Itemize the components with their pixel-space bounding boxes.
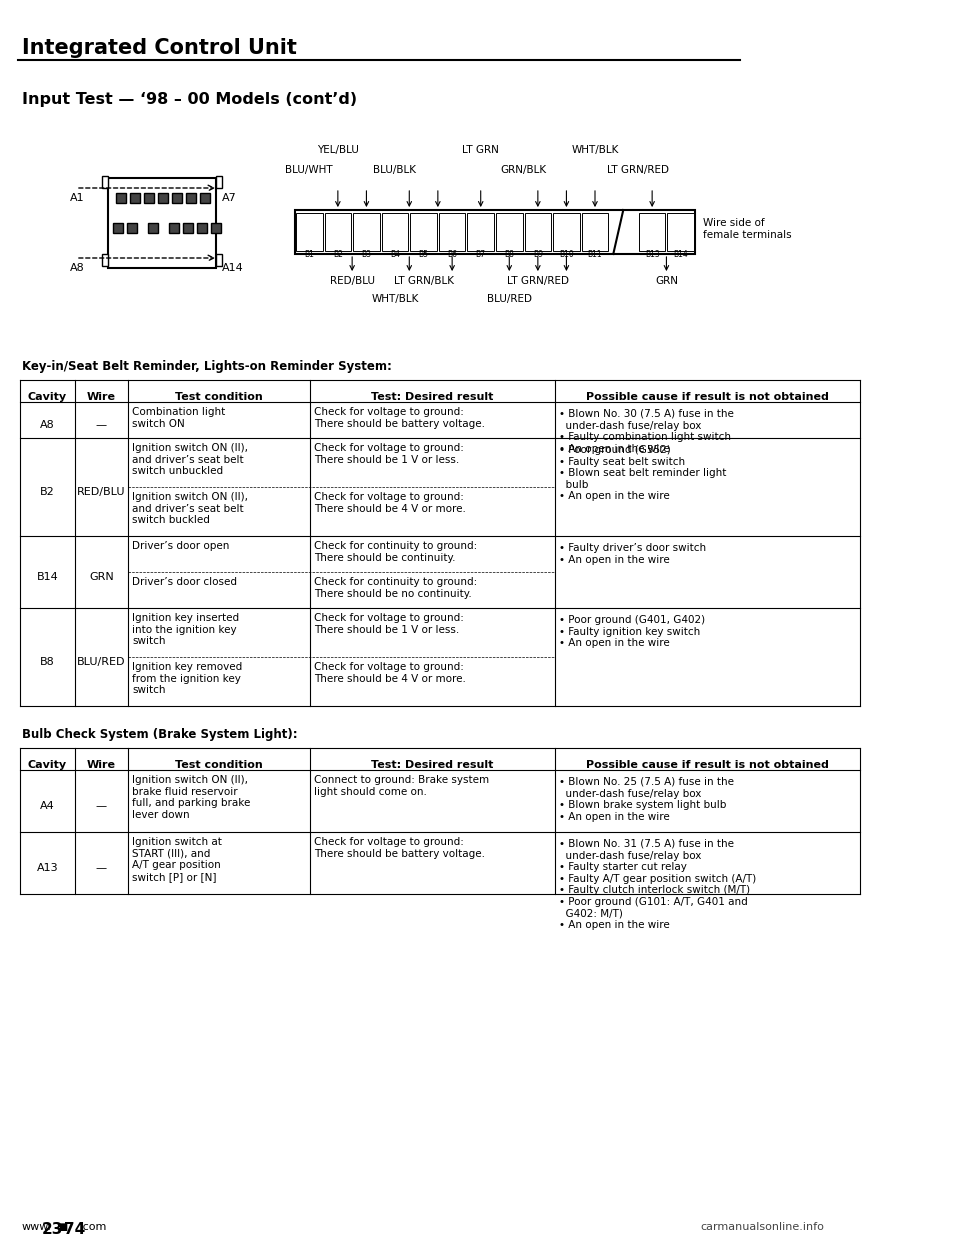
Bar	[524, 212, 551, 251]
Text: B9: B9	[533, 250, 542, 260]
Text: Wire: Wire	[87, 760, 116, 770]
Bar	[496, 212, 522, 251]
Bar	[211, 224, 221, 233]
Text: B8: B8	[504, 250, 515, 260]
Bar	[553, 212, 580, 251]
Text: Check for voltage to ground:
There should be 4 V or more.: Check for voltage to ground: There shoul…	[314, 492, 466, 514]
Text: B8: B8	[40, 657, 55, 667]
Text: Cavity: Cavity	[28, 760, 67, 770]
Text: B14: B14	[673, 250, 688, 260]
Text: Ignition switch at
START (III), and
A/T gear position
switch [P] or [N]: Ignition switch at START (III), and A/T …	[132, 837, 222, 882]
Bar	[582, 212, 609, 251]
Text: Connect to ground: Brake system
light should come on.: Connect to ground: Brake system light sh…	[314, 775, 490, 796]
Text: LT GRN: LT GRN	[463, 145, 499, 155]
Text: B13: B13	[645, 250, 660, 260]
Text: A13: A13	[36, 863, 59, 873]
Text: Check for continuity to ground:
There should be continuity.: Check for continuity to ground: There sh…	[314, 542, 477, 563]
Text: GRN: GRN	[655, 276, 678, 286]
Text: LT GRN/RED: LT GRN/RED	[607, 165, 669, 175]
Text: Check for voltage to ground:
There should be battery voltage.: Check for voltage to ground: There shoul…	[314, 407, 485, 428]
Bar	[638, 212, 665, 251]
Text: BLU/RED: BLU/RED	[487, 294, 532, 304]
Text: Check for voltage to ground:
There should be 1 V or less.: Check for voltage to ground: There shoul…	[314, 443, 464, 465]
Text: A8: A8	[40, 420, 55, 430]
Bar	[296, 212, 323, 251]
Text: Possible cause if result is not obtained: Possible cause if result is not obtained	[586, 392, 828, 402]
Text: B5: B5	[419, 250, 428, 260]
Bar	[439, 212, 466, 251]
Text: Integrated Control Unit: Integrated Control Unit	[22, 39, 297, 58]
Text: B14: B14	[36, 573, 59, 582]
Bar	[353, 212, 380, 251]
Text: Wire: Wire	[87, 392, 116, 402]
Text: Bulb Check System (Brake System Light):: Bulb Check System (Brake System Light):	[22, 728, 298, 741]
Text: B3: B3	[361, 250, 372, 260]
Text: —: —	[96, 863, 108, 873]
Text: B2: B2	[333, 250, 343, 260]
Text: Check for voltage to ground:
There should be 1 V or less.: Check for voltage to ground: There shoul…	[314, 614, 464, 635]
Text: • Poor ground (G552)
• Faulty seat belt switch
• Blown seat belt reminder light
: • Poor ground (G552) • Faulty seat belt …	[559, 445, 727, 502]
Text: A7: A7	[222, 193, 237, 202]
Bar	[216, 255, 222, 266]
Text: Input Test — ‘98 – 00 Models (cont’d): Input Test — ‘98 – 00 Models (cont’d)	[22, 92, 357, 107]
Bar	[197, 224, 207, 233]
Bar	[102, 176, 108, 188]
Text: • Faulty driver’s door switch
• An open in the wire: • Faulty driver’s door switch • An open …	[559, 543, 707, 565]
Text: Test: Desired result: Test: Desired result	[372, 760, 493, 770]
Text: B2: B2	[40, 487, 55, 497]
Text: Possible cause if result is not obtained: Possible cause if result is not obtained	[586, 760, 828, 770]
Text: Ignition switch ON (II),
and driver’s seat belt
switch buckled: Ignition switch ON (II), and driver’s se…	[132, 492, 248, 525]
Text: GRN/BLK: GRN/BLK	[500, 165, 546, 175]
Text: Test: Desired result: Test: Desired result	[372, 392, 493, 402]
Bar	[148, 224, 158, 233]
Bar	[186, 193, 196, 202]
Text: Ignition key removed
from the ignition key
switch: Ignition key removed from the ignition k…	[132, 662, 242, 696]
Text: Key-in/Seat Belt Reminder, Lights-on Reminder System:: Key-in/Seat Belt Reminder, Lights-on Rem…	[22, 360, 392, 373]
Text: Combination light
switch ON: Combination light switch ON	[132, 407, 226, 428]
Text: BLU/WHT: BLU/WHT	[285, 165, 333, 175]
Text: GRN: GRN	[89, 573, 114, 582]
Text: Ignition switch ON (II),
and driver’s seat belt
switch unbuckled: Ignition switch ON (II), and driver’s se…	[132, 443, 248, 476]
Text: Check for continuity to ground:
There should be no continuity.: Check for continuity to ground: There sh…	[314, 578, 477, 599]
Text: B10: B10	[559, 250, 574, 260]
Text: carmanualsonline.info: carmanualsonline.info	[700, 1222, 824, 1232]
Bar	[127, 224, 137, 233]
Bar	[382, 212, 408, 251]
Text: A4: A4	[40, 801, 55, 811]
Text: • Blown No. 25 (7.5 A) fuse in the
  under-dash fuse/relay box
• Blown brake sys: • Blown No. 25 (7.5 A) fuse in the under…	[559, 777, 734, 822]
Text: 23: 23	[42, 1222, 63, 1237]
Text: Driver’s door open: Driver’s door open	[132, 542, 229, 551]
Text: ■: ■	[58, 1222, 67, 1232]
Bar	[172, 193, 182, 202]
Bar	[113, 224, 123, 233]
Text: Ignition switch ON (II),
brake fluid reservoir
full, and parking brake
lever dow: Ignition switch ON (II), brake fluid res…	[132, 775, 251, 820]
Text: RED/BLU: RED/BLU	[329, 276, 374, 286]
Text: YEL/BLU: YEL/BLU	[317, 145, 359, 155]
Text: BLU/RED: BLU/RED	[77, 657, 126, 667]
Text: —: —	[96, 801, 108, 811]
Text: • Blown No. 30 (7.5 A) fuse in the
  under-dash fuse/relay box
• Faulty combinat: • Blown No. 30 (7.5 A) fuse in the under…	[559, 409, 733, 453]
Text: .com: .com	[80, 1222, 108, 1232]
Text: Driver’s door closed: Driver’s door closed	[132, 578, 237, 587]
Text: B11: B11	[588, 250, 602, 260]
Text: Check for voltage to ground:
There should be battery voltage.: Check for voltage to ground: There shoul…	[314, 837, 485, 858]
Bar	[144, 193, 154, 202]
Text: LT GRN/RED: LT GRN/RED	[507, 276, 569, 286]
Bar	[324, 212, 351, 251]
Bar	[183, 224, 193, 233]
Text: B6: B6	[447, 250, 457, 260]
Text: • Poor ground (G401, G402)
• Faulty ignition key switch
• An open in the wire: • Poor ground (G401, G402) • Faulty igni…	[559, 615, 706, 648]
Text: Cavity: Cavity	[28, 392, 67, 402]
Text: Test condition: Test condition	[175, 392, 263, 402]
Bar	[216, 176, 222, 188]
Text: B7: B7	[476, 250, 486, 260]
Bar	[169, 224, 179, 233]
Text: A14: A14	[222, 263, 244, 273]
Bar	[200, 193, 210, 202]
Text: • Blown No. 31 (7.5 A) fuse in the
  under-dash fuse/relay box
• Faulty starter : • Blown No. 31 (7.5 A) fuse in the under…	[559, 840, 756, 930]
Bar	[667, 212, 694, 251]
Text: 74: 74	[64, 1222, 85, 1237]
Text: WHT/BLK: WHT/BLK	[372, 294, 419, 304]
Bar	[130, 193, 140, 202]
Bar	[468, 212, 494, 251]
